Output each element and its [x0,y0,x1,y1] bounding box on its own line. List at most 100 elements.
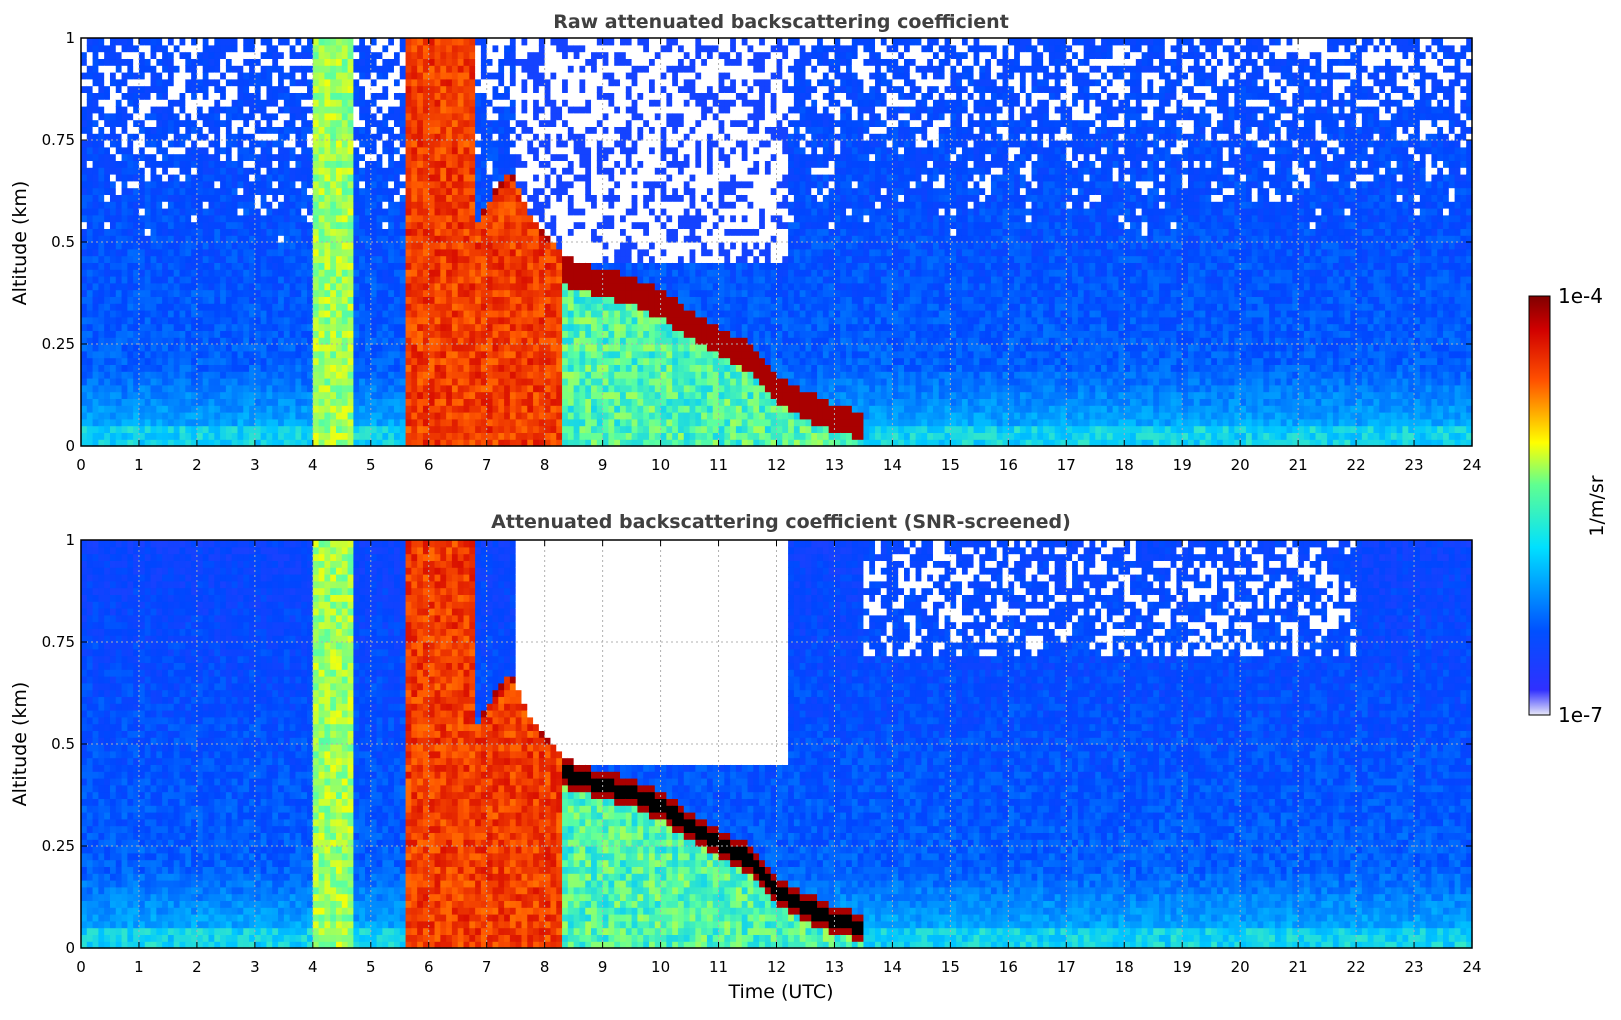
heatmap-cell [388,296,395,304]
heatmap-cell [365,323,372,331]
heatmap-cell [109,235,117,243]
heatmap-cell [469,276,476,284]
heatmap-cell [185,106,192,114]
heatmap-cell [278,92,285,100]
heatmap-cell [185,51,192,59]
heatmap-cell [521,255,528,263]
heatmap-cell [515,187,523,195]
heatmap-cell [92,194,99,202]
heatmap-cell [301,140,308,148]
heatmap-cell [504,106,511,114]
heatmap-cell [469,235,476,243]
heatmap-cell [399,112,407,121]
heatmap-cell [243,364,250,372]
heatmap-cell [115,160,123,168]
heatmap-cell [347,303,355,311]
heatmap-cell [451,357,459,365]
heatmap-cell [562,384,569,393]
heatmap-cell [533,439,540,447]
heatmap-cell [243,160,250,168]
heatmap-cell [376,418,383,427]
heatmap-cell [417,167,424,175]
heatmap-cell [370,51,378,59]
heatmap-cell [463,364,470,372]
heatmap-cell [457,412,465,420]
heatmap-cell [295,58,302,66]
heatmap-cell [330,160,337,168]
heatmap-cell [347,201,355,209]
heatmap-cell [231,58,239,66]
heatmap-cell [347,228,355,236]
heatmap-cell [179,133,186,141]
heatmap-cell [249,153,256,161]
heatmap-cell [127,133,134,141]
heatmap-cell [156,228,163,236]
heatmap-cell [324,194,331,202]
heatmap-cell [336,289,343,297]
heatmap-cell [220,221,227,229]
heatmap-cell [92,242,99,250]
heatmap-cell [411,126,418,134]
heatmap-cell [492,262,499,270]
heatmap-cell [266,255,273,263]
heatmap-cell [451,310,459,318]
heatmap-cell [254,289,262,297]
heatmap-cell [336,208,343,216]
heatmap-cell [109,391,117,399]
heatmap-cell [562,412,569,420]
heatmap-cell [167,38,175,46]
heatmap-cell [347,330,355,338]
heatmap-cell [185,425,192,433]
heatmap-cell [353,242,360,250]
heatmap-cell [411,58,418,66]
heatmap-cell [283,439,291,447]
heatmap-cell [388,38,395,46]
heatmap-cell [475,296,482,304]
heatmap-cell [341,119,349,127]
heatmap-cell [196,78,204,87]
heatmap-cell [220,262,227,270]
heatmap-cell [353,418,360,427]
heatmap-cell [133,235,140,243]
heatmap-cell [220,412,227,420]
heatmap-cell [202,303,210,311]
heatmap-cell [278,140,285,148]
heatmap-cell [138,330,146,338]
heatmap-cell [249,330,256,338]
heatmap-cell [301,282,308,291]
heatmap-cell [162,350,169,359]
heatmap-cell [336,201,343,209]
heatmap-cell [86,146,94,155]
heatmap-cell [446,194,453,202]
heatmap-cell [434,140,441,148]
heatmap-cell [370,174,378,182]
heatmap-cell [272,38,279,46]
heatmap-cell [260,248,268,257]
heatmap-cell [463,112,470,121]
heatmap-cell [475,255,482,263]
heatmap-cell [347,357,355,365]
heatmap-cell [231,51,239,59]
heatmap-cell [422,378,430,386]
heatmap-cell [399,153,407,161]
heatmap-cell [365,214,372,223]
heatmap-cell [243,167,250,175]
heatmap-cell [382,337,389,345]
heatmap-cell [243,72,250,80]
heatmap-cell [208,296,215,304]
heatmap-cell [272,119,279,127]
heatmap-cell [133,126,140,134]
heatmap-cell [307,153,314,161]
heatmap-cell [428,44,436,53]
heatmap-cell [538,72,546,80]
heatmap-cell [208,51,215,59]
heatmap-cell [237,242,244,250]
heatmap-cell [173,153,181,161]
heatmap-cell [301,371,308,379]
heatmap-cell [208,364,215,372]
heatmap-cell [527,167,534,175]
heatmap-cell [382,391,389,399]
heatmap-cell [405,405,412,413]
heatmap-cell [115,303,123,311]
heatmap-cell [498,242,505,250]
